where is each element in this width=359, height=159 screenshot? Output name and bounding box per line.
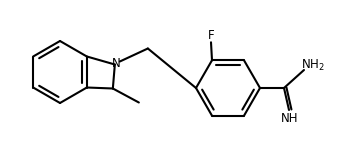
Text: NH$_2$: NH$_2$ <box>301 57 325 73</box>
Text: NH: NH <box>281 111 299 124</box>
Text: N: N <box>112 57 120 70</box>
Text: F: F <box>208 29 214 42</box>
